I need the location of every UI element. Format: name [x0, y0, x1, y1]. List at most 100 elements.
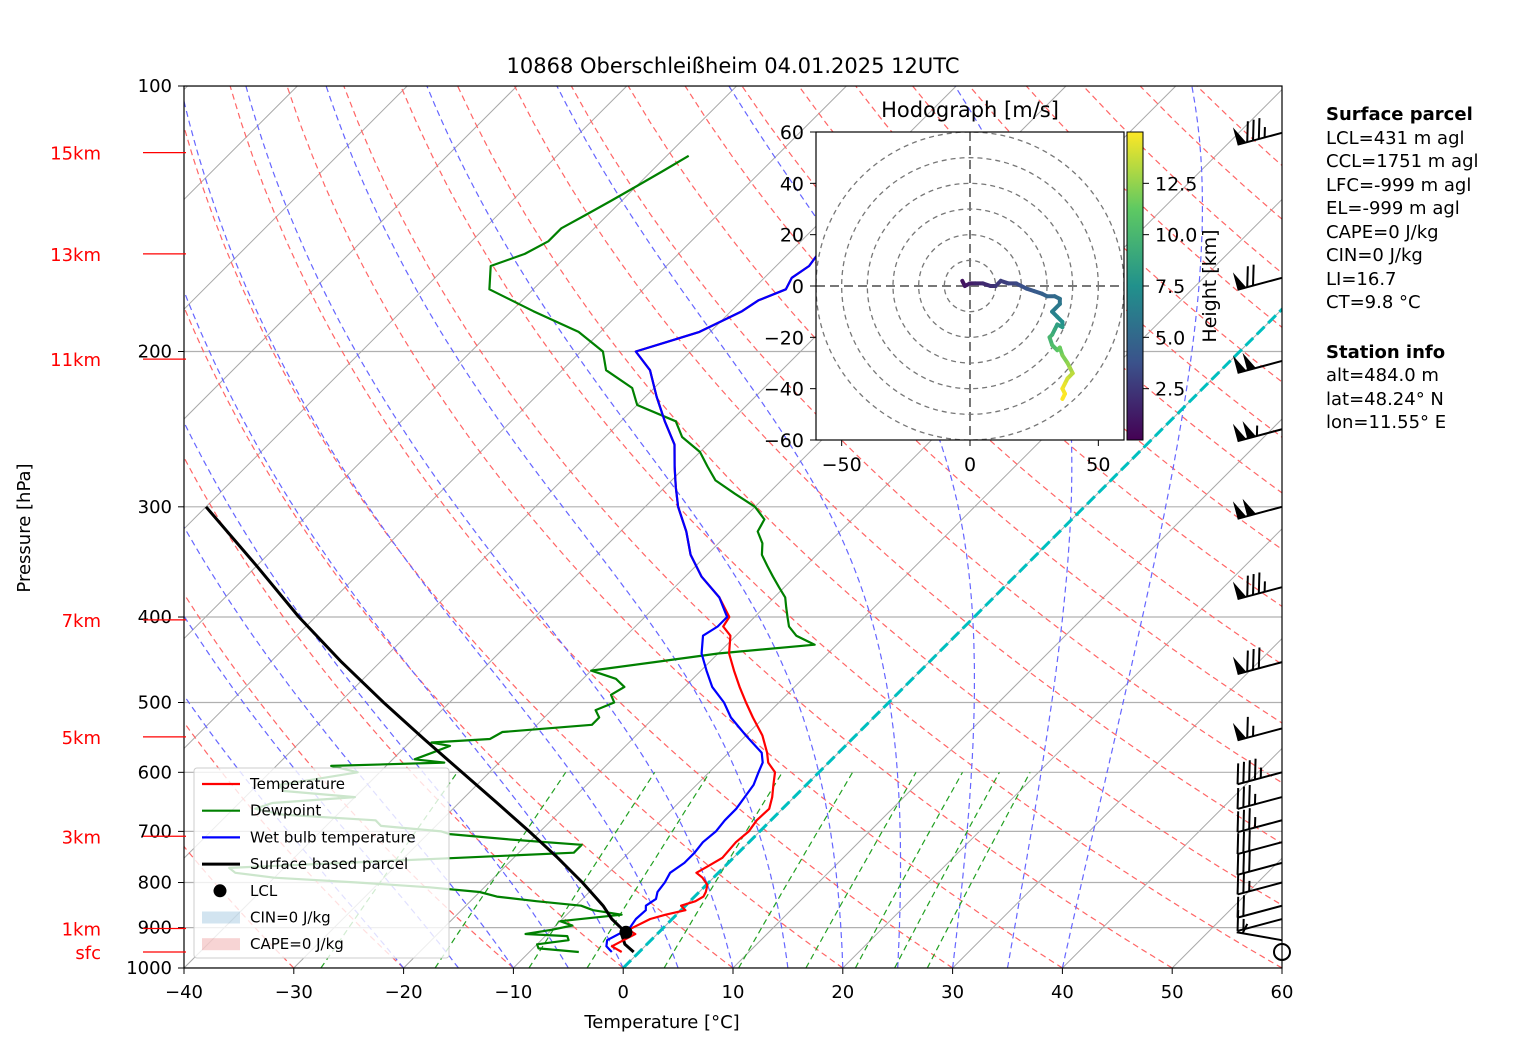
height-label: 15km — [50, 144, 101, 165]
dry-adiabat — [400, 86, 1282, 968]
hodograph-x-tick-label: 0 — [964, 454, 976, 476]
wetbulb-line — [605, 145, 1053, 953]
wind-barb — [1232, 421, 1283, 443]
moist-adiabat — [325, 86, 789, 968]
legend-label: Wet bulb temperature — [250, 828, 416, 846]
surface-parcel-header: Surface parcel — [1326, 104, 1473, 125]
lcl-marker — [619, 925, 633, 939]
hodograph-segment — [1060, 391, 1067, 401]
isotherm-line — [952, 637, 1282, 968]
surface-line: CT=9.8 °C — [1326, 292, 1421, 313]
mixing-ratio-line — [528, 771, 656, 968]
legend-swatch — [202, 911, 240, 924]
station-line: alt=484.0 m — [1326, 365, 1439, 386]
legend-label: CIN=0 J/kg — [250, 909, 331, 927]
height-label: 11km — [50, 350, 101, 371]
legend: Temperature Dewpoint Wet bulb temperature S… — [193, 767, 450, 959]
y-tick-label: 500 — [138, 692, 172, 713]
legend-swatch — [213, 884, 227, 898]
isotherm-line — [184, 86, 847, 750]
wind-barb — [1236, 758, 1283, 786]
y-tick-label: 100 — [138, 76, 172, 97]
colorbar-tick-label: 10.0 — [1155, 225, 1197, 247]
surface-line: CAPE=0 J/kg — [1326, 221, 1439, 243]
dry-adiabat — [184, 456, 624, 968]
dry-adiabat — [457, 86, 1282, 906]
dry-adiabat — [855, 86, 1282, 494]
isotherm-line — [842, 528, 1282, 968]
legend-box — [193, 767, 450, 959]
isotherm-line — [732, 418, 1282, 968]
isotherm-line — [184, 86, 737, 640]
legend-label: LCL — [250, 882, 278, 900]
wind-barb — [1236, 895, 1283, 919]
wind-barb — [1232, 498, 1283, 520]
height-label: 7km — [62, 611, 101, 632]
station-line: lon=11.55° E — [1326, 412, 1447, 433]
height-label: 3km — [62, 827, 101, 848]
dry-adiabat — [229, 86, 953, 968]
x-tick-label: −10 — [494, 982, 532, 1003]
hodograph-plot — [816, 132, 1124, 440]
mixing-ratio-line — [738, 771, 854, 968]
wind-barbs — [1232, 118, 1291, 961]
surface-line: LI=16.7 — [1326, 268, 1397, 290]
surface-line: CIN=0 J/kg — [1326, 245, 1423, 266]
colorbar-tick-label: 2.5 — [1155, 379, 1185, 401]
moist-adiabat — [426, 86, 844, 968]
height-label: 1km — [62, 919, 101, 940]
mixing-ratio-line — [926, 772, 1031, 968]
moist-adiabat — [245, 86, 734, 968]
x-tick-label: 0 — [617, 982, 628, 1003]
dry-adiabat — [184, 305, 734, 968]
surface-line: LFC=-999 m agl — [1326, 174, 1472, 196]
x-tick-label: 50 — [1161, 982, 1184, 1003]
hodograph-y-tick-label: 40 — [780, 173, 804, 195]
colorbar-tick-label: 12.5 — [1155, 173, 1197, 195]
moist-adiabat — [556, 86, 902, 968]
moist-adiabat — [1061, 86, 1203, 968]
moist-adiabat — [184, 289, 624, 968]
info-panel: Surface parcel LCL=431 m agl CCL=1751 m … — [1326, 103, 1479, 435]
moist-adiabat — [184, 98, 679, 968]
wind-barb — [1236, 871, 1283, 896]
colorbar — [1126, 131, 1144, 441]
x-tick-label: 10 — [722, 982, 745, 1003]
x-tick-label: 60 — [1271, 982, 1294, 1003]
y-tick-label: 800 — [138, 873, 172, 894]
wind-barb — [1236, 850, 1283, 876]
station-info-header: Station info — [1326, 341, 1446, 363]
isotherm-line — [1062, 747, 1282, 968]
wind-barb — [1232, 716, 1283, 742]
x-tick-label: −20 — [385, 982, 423, 1003]
moist-adiabat — [184, 420, 569, 968]
isotherm-line — [184, 86, 408, 310]
axes: −40 −30 −20 −10 0 10 20 30 40 50 60100200300400500… — [50, 76, 1293, 1003]
wind-barb — [1232, 647, 1283, 676]
mixing-ratio-line — [894, 772, 1000, 968]
legend-label: Temperature — [249, 775, 345, 793]
height-label: sfc — [75, 943, 101, 964]
mixing-ratio-line — [663, 771, 783, 968]
chart-title: 10868 Oberschleißheim 04.01.2025 12UTC — [507, 54, 960, 78]
y-tick-label: 1000 — [126, 958, 172, 979]
hodograph-y-tick-label: 20 — [780, 225, 804, 247]
wind-barb — [1236, 830, 1283, 856]
x-tick-label: 30 — [941, 982, 964, 1003]
x-axis-label: Temperature [°C] — [583, 1012, 739, 1033]
dry-adiabat — [513, 86, 1282, 845]
y-tick-label: 700 — [138, 821, 172, 842]
legend-swatch — [202, 938, 240, 951]
height-label: 13km — [50, 245, 101, 266]
hodograph-title: Hodograph [m/s] — [881, 98, 1059, 122]
hodograph-y-tick-label: −40 — [764, 379, 804, 401]
isotherm-line — [622, 308, 1282, 968]
hodograph: Hodograph [m/s] −50 0 50 60 40 20 0 −20 −40 −60 2.5… — [764, 98, 1221, 476]
wind-barb — [1232, 264, 1283, 291]
hodograph-x-tick-label: 50 — [1086, 454, 1110, 476]
legend-label: CAPE=0 J/kg — [250, 935, 344, 953]
mixing-ratio-line — [434, 771, 567, 968]
y-tick-label: 300 — [138, 497, 172, 518]
height-label: 5km — [62, 728, 101, 749]
wind-barb — [1232, 118, 1283, 146]
